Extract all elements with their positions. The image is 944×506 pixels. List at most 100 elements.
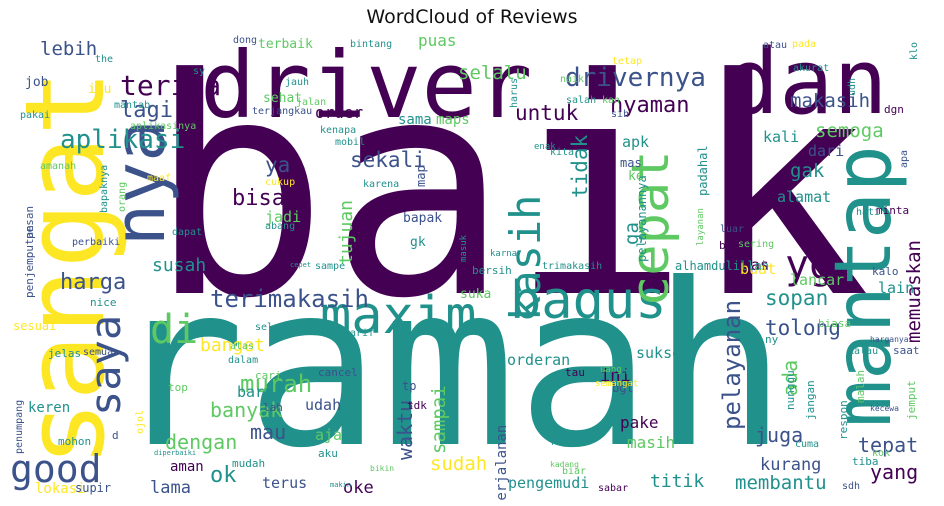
word-alhamdulillah: alhamdulillah: [675, 259, 769, 273]
word-kalo: kalo: [872, 265, 899, 278]
word-makin: makin: [330, 481, 352, 489]
word-order: order: [315, 103, 364, 122]
word-pake: pake: [620, 413, 659, 432]
word-pas: pas: [742, 256, 770, 274]
word-karena: karena: [363, 179, 400, 190]
word-lain: lain: [878, 279, 915, 297]
word-kok: kok: [872, 448, 891, 459]
word-aku: aku: [318, 447, 338, 460]
word-ke: ke: [628, 169, 644, 184]
word-baik: baik: [148, 34, 871, 364]
word-cari: cari: [255, 369, 282, 382]
word-mau: mau: [250, 420, 287, 444]
word-dan: dan: [725, 34, 888, 135]
word-padahal: padahal: [696, 145, 710, 196]
word-udh: udh: [847, 77, 858, 96]
word-malah: malah: [854, 369, 867, 403]
word-kan: kan: [602, 95, 621, 106]
word-ini: ini: [600, 366, 631, 386]
word-apk: apk: [622, 133, 650, 151]
word-dgn: dgn: [884, 103, 904, 116]
word-harganya: harganya: [870, 335, 909, 344]
word-cepet: cepet: [290, 261, 312, 269]
word-makasih: makasih: [790, 90, 871, 112]
word-tolong: tolong: [765, 316, 841, 340]
word-jadi: jadi: [265, 208, 302, 226]
word-pertama: pertama: [551, 435, 594, 446]
word-hati: hati: [856, 207, 881, 218]
word-terus: terus: [262, 474, 308, 492]
word-drivernya: drivernya: [565, 63, 706, 93]
word-sopan: sopan: [765, 286, 829, 310]
word-pada: pada: [792, 39, 817, 50]
word-mohon: mohon: [58, 435, 92, 448]
word-lebih: lebih: [40, 38, 98, 60]
word-layanan: layanan: [696, 208, 706, 246]
word-bapak: bapak: [403, 211, 443, 226]
word-luar: luar: [720, 224, 745, 235]
word-atau: atau: [763, 40, 788, 51]
word-banyak: banyak: [210, 398, 283, 422]
word-jelas: jelas: [48, 347, 82, 360]
word-tetap: tetap: [612, 56, 643, 67]
word-supir: supir: [75, 481, 112, 495]
word-sering: sering: [738, 239, 775, 250]
word-jauh: jauh: [285, 77, 310, 88]
word-pakai: pakai: [20, 110, 51, 121]
word-sukses: sukses: [636, 344, 691, 362]
word-bagus: bagus: [510, 271, 667, 331]
word-sama: sama: [398, 112, 432, 128]
word-udah: udah: [305, 396, 342, 414]
word-banget: banget: [200, 335, 266, 356]
word-pelayanannya: pelayanannya: [635, 175, 649, 262]
word-penjemputan: penjemputan: [23, 225, 36, 298]
word-maaf: maaf: [147, 173, 172, 184]
word-tujuan: tujuan: [336, 199, 357, 265]
word-harga: harga: [60, 270, 127, 295]
word-mantab: mantab: [114, 100, 151, 111]
word-juga: juga: [755, 423, 804, 447]
word-gk: gk: [410, 235, 426, 250]
word-cuma: cuma: [795, 439, 820, 450]
word-enak: enak: [534, 142, 556, 152]
word-dalam: dalam: [228, 355, 259, 366]
word-nice: nice: [90, 296, 117, 309]
word-dapat: dapat: [172, 227, 203, 238]
word-untuk: untuk: [515, 101, 579, 125]
word-sekali: sekali: [350, 148, 426, 172]
word-salah: salah: [566, 95, 597, 106]
word-bikin: bikin: [370, 464, 395, 473]
word-maxim: maxim: [320, 286, 477, 346]
word-yg: yg: [785, 242, 834, 288]
word-itu: itu: [88, 82, 112, 97]
word-cukup: cukup: [265, 177, 296, 188]
word-best: best: [719, 239, 746, 252]
word-dari: dari: [808, 142, 845, 160]
word-lancar: lancar: [790, 271, 845, 289]
word-semua: semua: [83, 347, 114, 358]
word-bapaknya: bapaknya: [99, 164, 110, 213]
word-naik: naik: [560, 74, 585, 85]
word-sy: sy: [193, 66, 206, 77]
word-mas: mas: [620, 156, 642, 170]
word-harus: harus: [509, 77, 520, 108]
word-penumpang: penumpang: [14, 399, 25, 454]
word-jangan: jangan: [804, 380, 817, 420]
word-tau: tau: [565, 366, 585, 379]
word-mudah: mudah: [232, 457, 266, 470]
word-job: job: [25, 75, 49, 90]
word-belum: belum: [599, 366, 630, 377]
word-tdk: tdk: [407, 399, 427, 412]
word-sesuai: sesuai: [13, 319, 57, 333]
word-lah: lah: [263, 401, 283, 414]
word-selamat: selamat: [255, 322, 298, 333]
word-bisa: bisa: [232, 186, 285, 211]
word-ok: ok: [210, 463, 237, 488]
word-dengan: dengan: [165, 430, 238, 454]
word-kita: kita: [550, 147, 575, 158]
word-the: the: [95, 54, 114, 65]
word-sampai: sampai: [428, 385, 450, 454]
word-orang: orang: [117, 181, 128, 212]
word-ny: ny: [765, 333, 779, 346]
word-nyaman: nyaman: [610, 93, 690, 118]
